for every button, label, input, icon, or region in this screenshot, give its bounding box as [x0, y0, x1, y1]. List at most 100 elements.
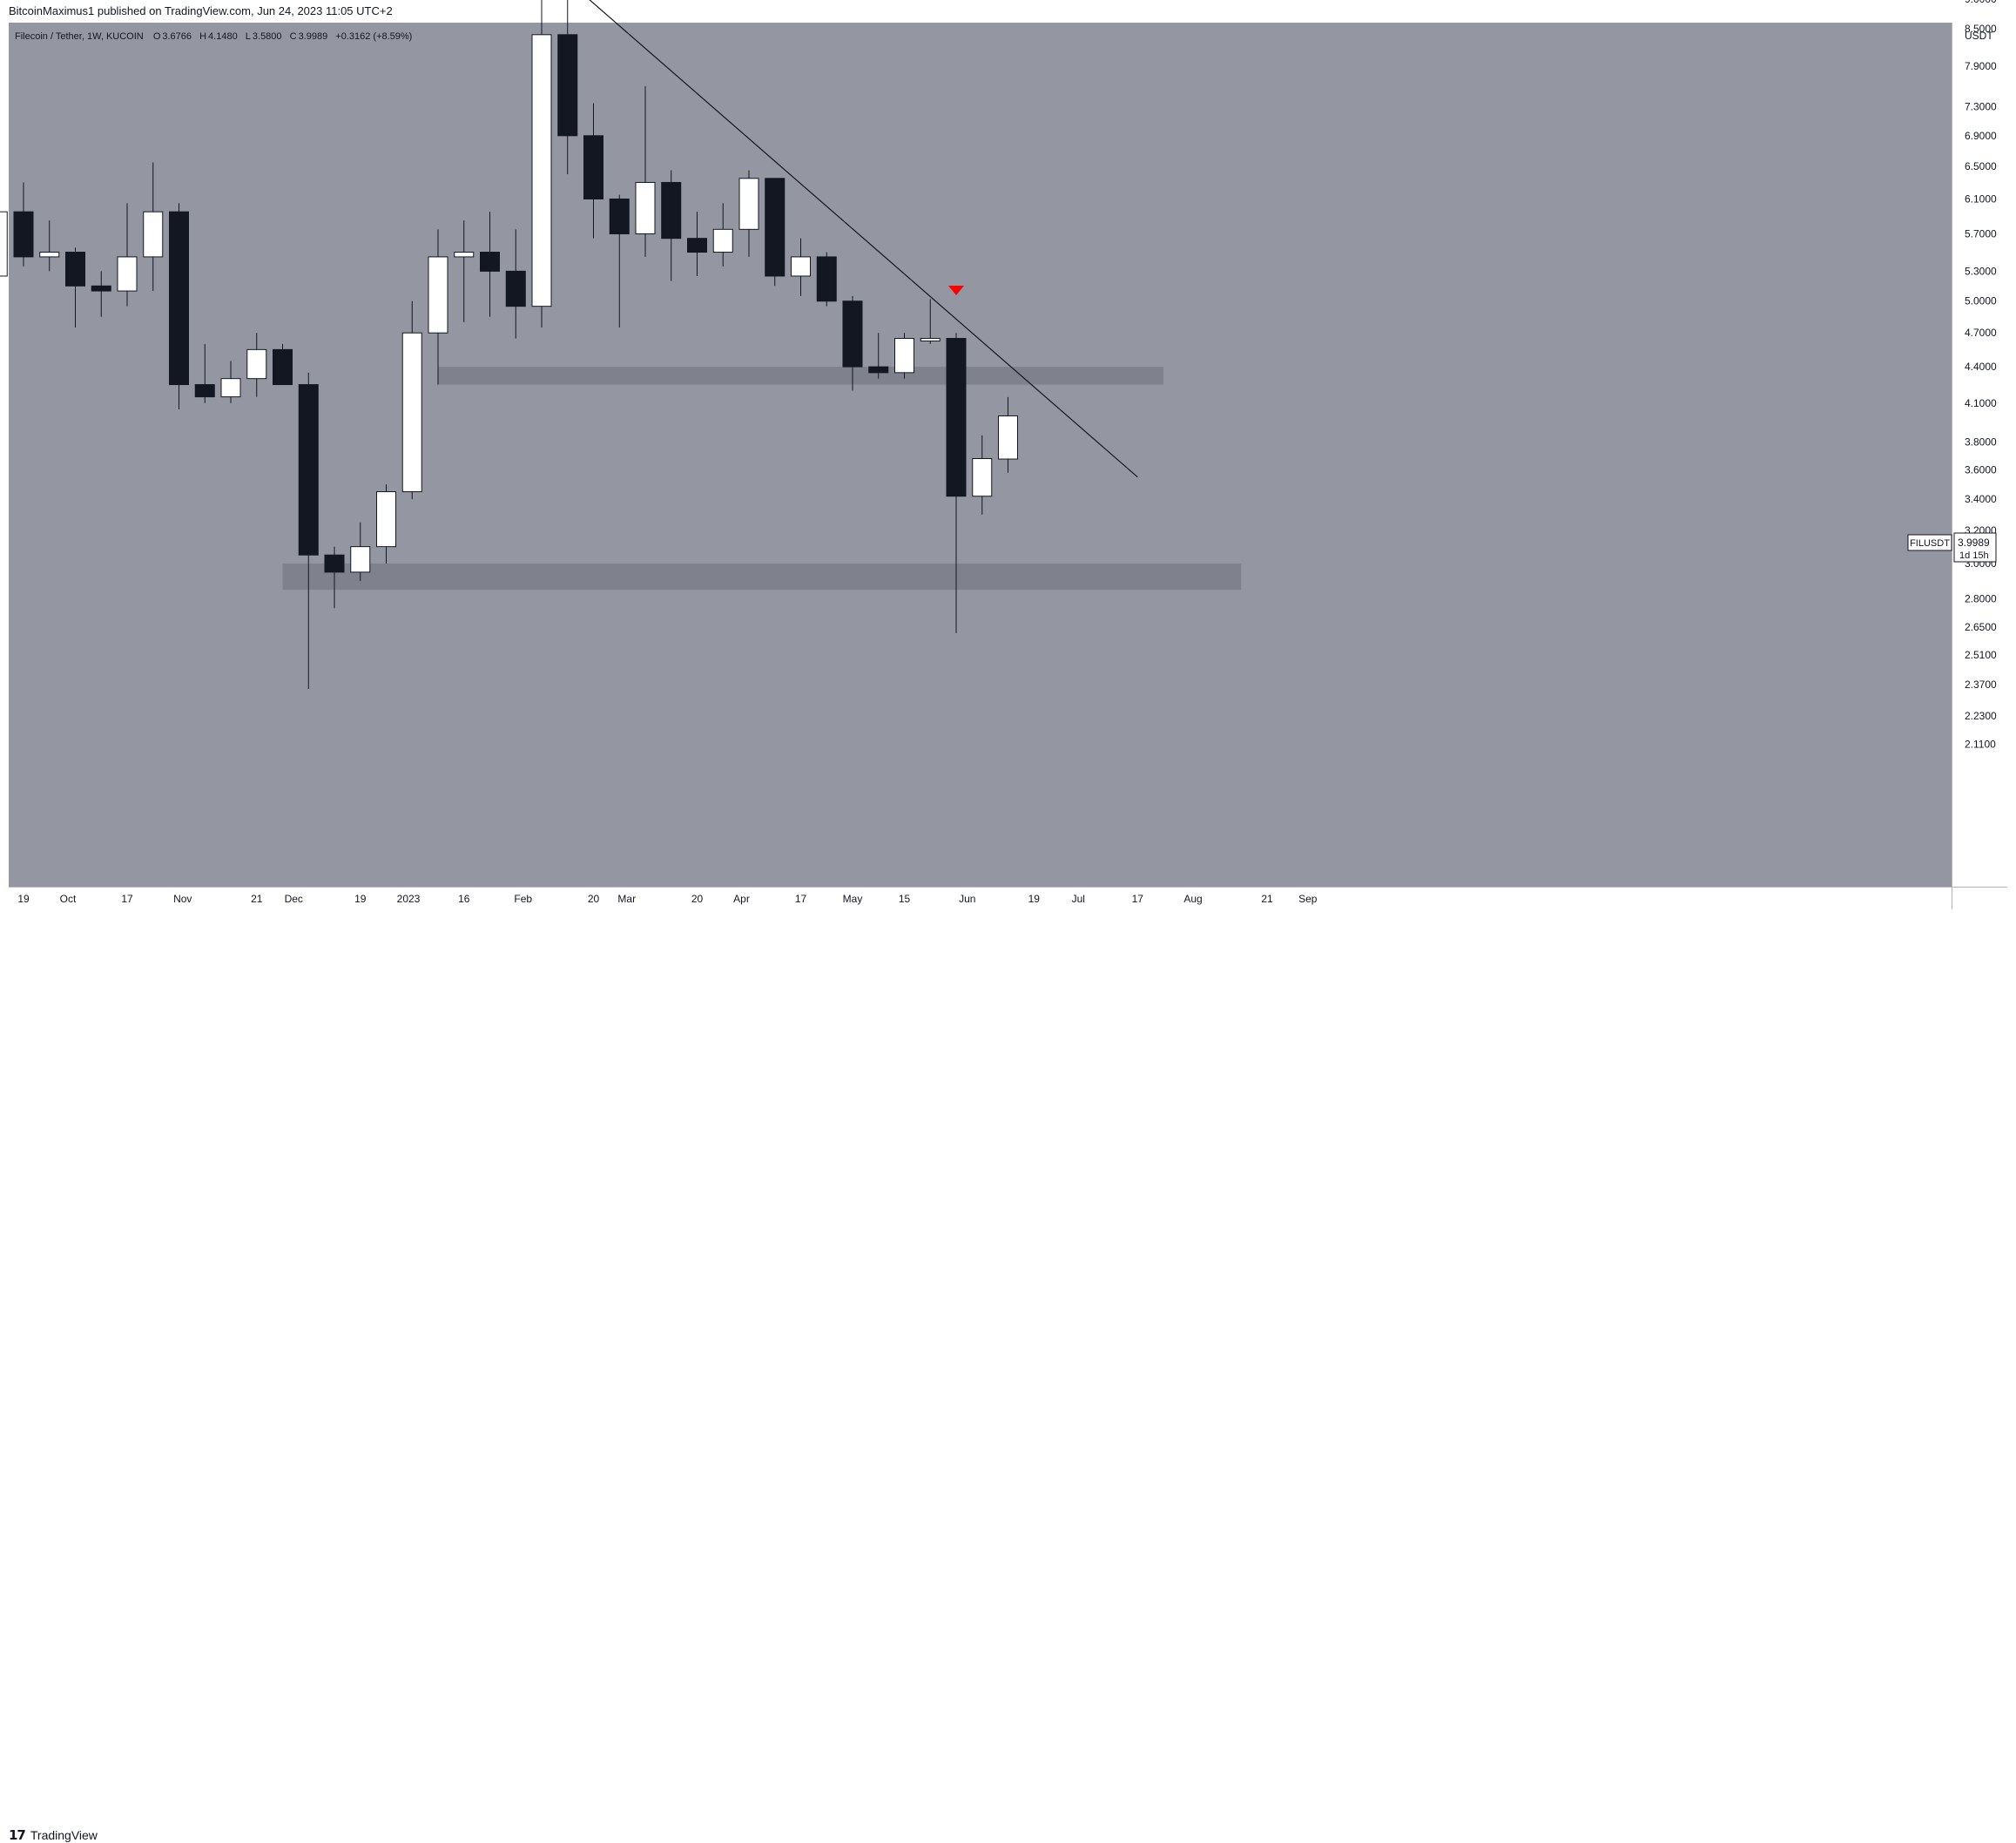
legend-low: 3.5800 — [253, 31, 282, 42]
price-tick-label: 3.4000 — [1965, 493, 1997, 505]
price-tick-label: 6.5000 — [1965, 160, 1997, 172]
time-tick-label: 17 — [795, 893, 807, 905]
candle-body — [13, 211, 34, 258]
candle-body — [350, 546, 371, 573]
price-tick-label: 2.2300 — [1965, 710, 1997, 722]
price-axis-unit: USDT — [1965, 30, 1993, 42]
time-tick-label: 21 — [1261, 893, 1273, 905]
candle-body — [661, 181, 682, 240]
descending-trendline — [589, 0, 1138, 478]
price-tick-label: 2.5100 — [1965, 649, 1997, 661]
time-tick-label: 21 — [251, 893, 263, 905]
current-price-label: FILUSDT 3.9989 1d 15h — [1907, 532, 1997, 563]
sell-signal-arrow — [948, 286, 964, 296]
time-tick-label: Nov — [173, 893, 192, 905]
price-tick-label: 2.6500 — [1965, 621, 1997, 633]
price-axis-area[interactable] — [1952, 23, 2007, 887]
time-tick-label: May — [843, 893, 863, 905]
candle-body — [842, 300, 863, 368]
time-tick-label: 2023 — [397, 893, 421, 905]
price-tick-label: 2.1100 — [1965, 738, 1996, 750]
price-tick-label: 7.3000 — [1965, 101, 1997, 113]
legend-high: 4.1480 — [208, 31, 238, 42]
tradingview-logo[interactable]: 17 TradingView — [9, 1827, 98, 1843]
price-tick-label: 3.6000 — [1965, 463, 1997, 476]
time-tick-label: Feb — [514, 893, 532, 905]
price-tick-label: 2.8000 — [1965, 593, 1997, 605]
candle-body — [65, 252, 85, 287]
candle-body — [480, 252, 500, 272]
chart-overlays — [589, 0, 1138, 478]
time-tick-label: Mar — [617, 893, 636, 905]
price-tag-countdown: 1d 15h — [1959, 550, 1989, 561]
candle-body — [687, 238, 707, 253]
candle-body — [583, 135, 603, 199]
candle-body — [998, 415, 1018, 460]
zone-2 — [282, 563, 1242, 591]
candle-body — [791, 256, 811, 277]
candle-body — [117, 256, 138, 292]
candle-body — [220, 378, 241, 398]
price-tick-label: 7.9000 — [1965, 60, 1997, 72]
legend-close: 3.9989 — [299, 31, 328, 42]
candle-body — [428, 256, 448, 334]
candle-body — [868, 366, 889, 374]
price-tick-label: 9.0000 — [1965, 0, 1997, 5]
candle-body — [39, 252, 60, 258]
candle-body — [738, 178, 759, 230]
time-tick-label: 19 — [1028, 893, 1041, 905]
time-axis: 19 Oct 17 Nov 21 Dec 19 2023 16 Feb 20 Mar 20 Apr 17 Ma… — [17, 893, 1317, 905]
price-tick-label: 2.3700 — [1965, 678, 1997, 691]
time-axis-area[interactable] — [9, 887, 2007, 909]
candle-body — [143, 211, 164, 258]
time-tick-label: 17 — [1132, 893, 1144, 905]
price-tick-label: 4.4000 — [1965, 361, 1997, 373]
candle-body — [816, 256, 837, 302]
time-tick-label: Sep — [1298, 893, 1318, 905]
candle-body — [920, 338, 941, 342]
symbol-tag-box — [1907, 534, 1952, 551]
time-tick-label: 16 — [458, 893, 470, 905]
candle-body — [194, 384, 215, 398]
price-tag-box — [1953, 532, 1997, 563]
candle-body — [946, 338, 967, 497]
candle-body — [712, 228, 733, 253]
price-tick-label: 5.7000 — [1965, 227, 1997, 240]
legend-high-label: H — [199, 31, 206, 42]
legend-symbol: Filecoin / Tether, 1W, KUCOIN — [15, 31, 144, 42]
time-tick-label: Apr — [733, 893, 750, 905]
price-tick-label: 6.1000 — [1965, 192, 1997, 205]
candle-body — [0, 211, 8, 277]
price-tick-label: 4.1000 — [1965, 397, 1997, 409]
candle-body — [531, 34, 552, 307]
candle-body — [609, 198, 630, 234]
tradingview-logo-icon: 17 — [9, 1827, 26, 1843]
candle-body — [765, 178, 785, 277]
candle-body — [505, 270, 526, 307]
candle-body — [169, 211, 189, 386]
time-tick-label: 19 — [354, 893, 367, 905]
legend-open: 3.6766 — [162, 31, 192, 42]
time-tick-label: Jun — [959, 893, 975, 905]
time-tick-label: Oct — [60, 893, 77, 905]
legend-close-label: C — [290, 31, 297, 42]
candle-body — [91, 285, 111, 292]
legend-open-label: O — [153, 31, 161, 42]
plot-area[interactable] — [9, 23, 1952, 887]
candlestick-chart[interactable]: USDT 10.00009.00008.50007.90007.30006.90… — [0, 0, 2016, 940]
candle-body — [557, 34, 578, 137]
symbol-tag: FILUSDT — [1910, 538, 1950, 549]
time-tick-label: Aug — [1183, 893, 1202, 905]
candle-body — [246, 348, 267, 380]
legend-change: +0.3162 (+8.59%) — [335, 31, 412, 42]
time-tick-label: Dec — [285, 893, 303, 905]
candle-body — [454, 252, 475, 258]
price-tick-label: 8.5000 — [1965, 23, 1997, 35]
candle-body — [401, 332, 422, 493]
price-tick-label: 3.8000 — [1965, 436, 1997, 449]
price-tick-label: 6.9000 — [1965, 130, 1997, 142]
candle-body — [324, 554, 345, 573]
candle-bodies — [0, 34, 1018, 573]
publisher-line: BitcoinMaximus1 published on TradingView… — [9, 4, 393, 17]
